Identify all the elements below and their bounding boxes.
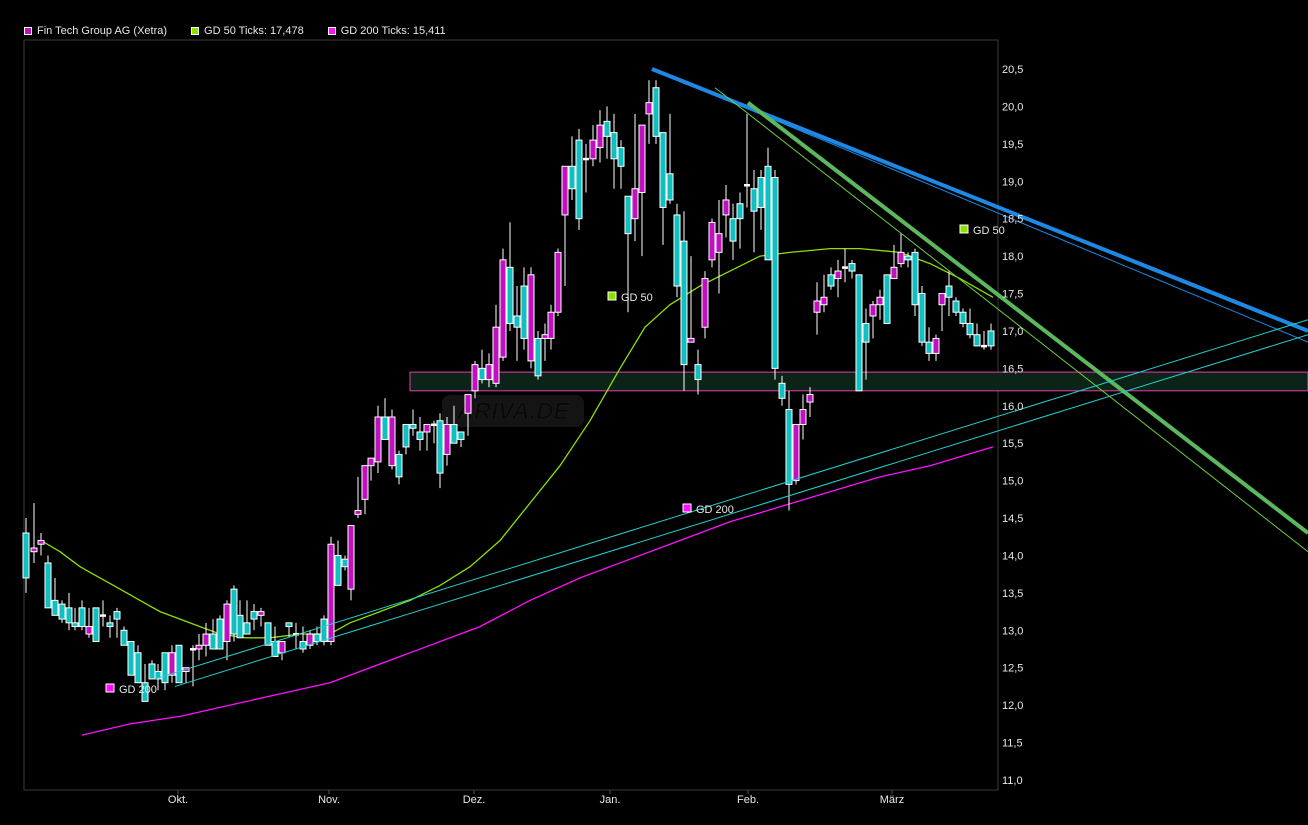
ariva-watermark: ARIVA.DE (442, 395, 584, 427)
y-tick-label: 14,0 (1002, 550, 1023, 562)
annotations: GD 50 GD 50 GD 200 GD 200 (105, 224, 1005, 696)
y-tick-label: 18,5 (1002, 214, 1023, 226)
y-tick-label: 13,0 (1002, 625, 1023, 637)
legend-item-gd200[interactable]: GD 200 Ticks: 15,411 (327, 24, 446, 38)
ma-label: GD 200 (696, 504, 734, 516)
y-tick-label: 12,5 (1002, 663, 1023, 675)
plot-area (23, 39, 999, 791)
y-tick-label: 20,0 (1002, 101, 1023, 113)
legend-item-price[interactable]: Fin Tech Group AG (Xetra) (24, 24, 167, 38)
legend-swatch-icon (191, 27, 200, 35)
y-tick-label: 11,5 (1002, 738, 1023, 750)
candles (22, 80, 995, 702)
legend-label: Fin Tech Group AG (Xetra) (37, 25, 168, 37)
x-tick-label: Feb. (737, 794, 759, 806)
legend-item-gd50[interactable]: GD 50 Ticks: 17,478 (191, 24, 304, 38)
y-tick-label: 16,5 (1002, 363, 1023, 375)
y-tick-label: 14,5 (1002, 513, 1023, 525)
x-tick-label: Nov. (318, 794, 340, 806)
x-tick-label: März (880, 794, 904, 806)
ma-label: GD 200 (119, 684, 157, 696)
x-tick-label: Dez. (463, 794, 486, 806)
y-tick-label: 11,0 (1002, 775, 1023, 787)
y-tick-label: 18,0 (1002, 251, 1023, 263)
y-tick-label: 13,5 (1002, 588, 1023, 600)
y-tick-label: 19,0 (1002, 176, 1023, 188)
trendlines (154, 67, 1308, 687)
y-tick-label: 15,0 (1002, 476, 1023, 488)
y-tick-label: 20,5 (1002, 64, 1023, 76)
x-tick-label: Okt. (168, 794, 188, 806)
legend-swatch-icon (24, 27, 32, 35)
x-tick-label: Jan. (600, 794, 621, 806)
y-tick-label: 16,0 (1002, 401, 1023, 413)
moving-averages (40, 247, 994, 736)
y-tick-label: 15,5 (1002, 438, 1023, 450)
y-tick-label: 17,5 (1002, 289, 1023, 301)
y-tick-label: 17,0 (1002, 326, 1023, 338)
y-tick-label: 12,0 (1002, 700, 1023, 712)
legend-label: GD 200 Ticks: 15,411 (340, 25, 446, 37)
ma-label: GD 50 (973, 225, 1005, 237)
y-axis: 20,5 20,0 19,5 19,0 18,5 18,0 17,5 17,0 16,5 16,0… (1002, 64, 1023, 787)
ma-label: GD 50 (621, 292, 653, 304)
legend-swatch-icon (327, 27, 336, 35)
chart-legend: Fin Tech Group AG (Xetra) GD 50 Ticks: 1… (24, 24, 446, 38)
y-tick-label: 19,5 (1002, 139, 1023, 151)
svg-text:ARIVA.DE: ARIVA.DE (456, 398, 571, 425)
legend-label: GD 50 Ticks: 17,478 (204, 25, 304, 37)
x-axis: Okt. Nov. Dez. Jan. Feb. März (168, 790, 904, 806)
